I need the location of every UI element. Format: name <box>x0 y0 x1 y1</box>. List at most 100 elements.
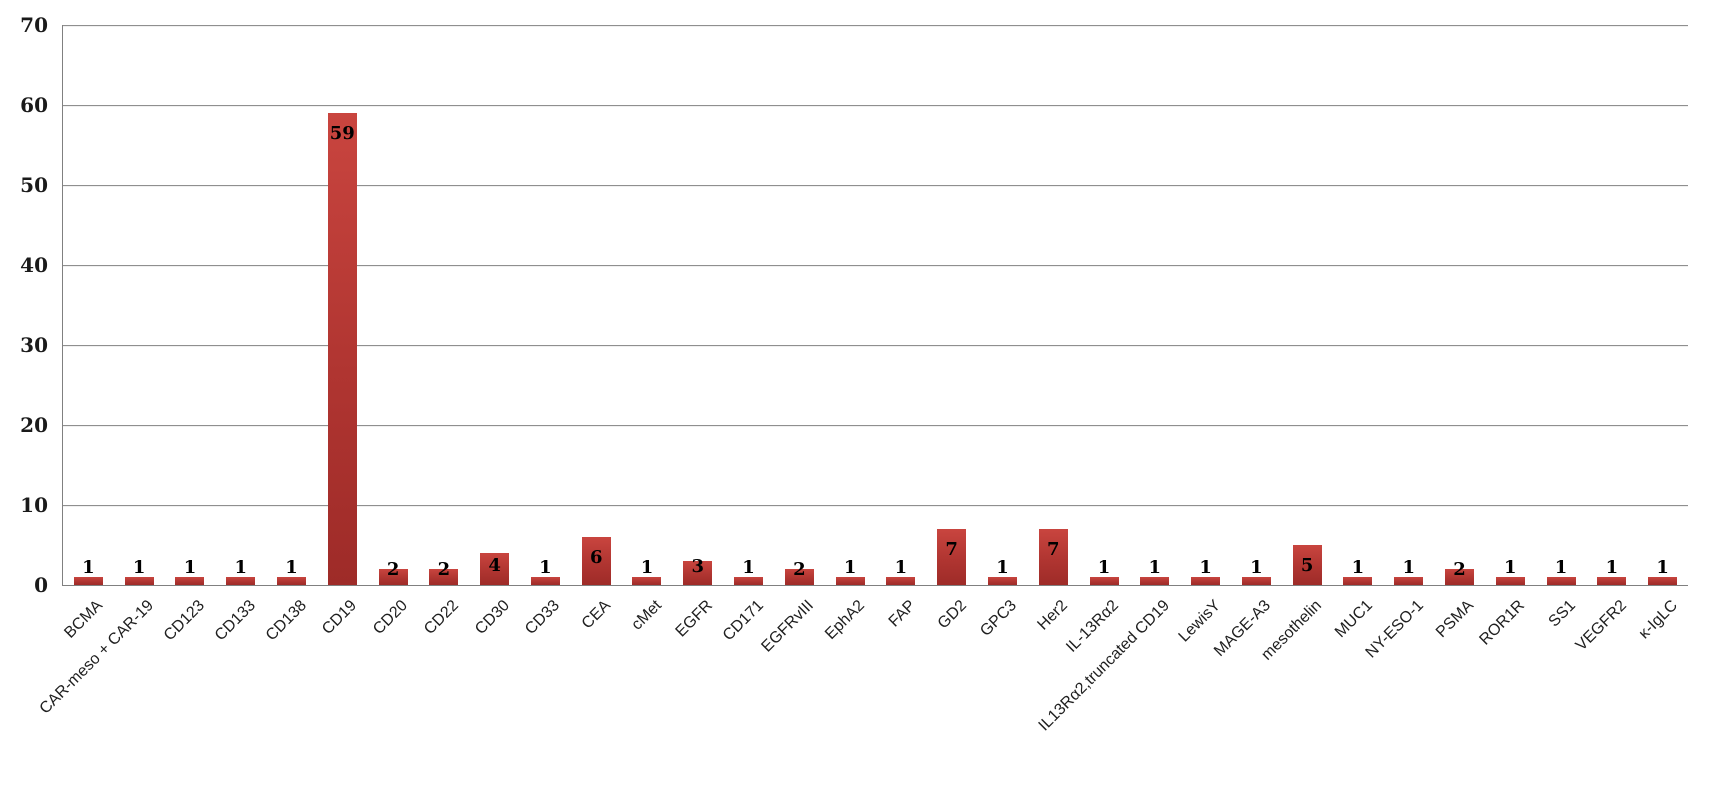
x-tick-label: CD133 <box>211 597 259 645</box>
x-tick-label: EGFRvIII <box>758 597 818 656</box>
data-label: 5 <box>1300 555 1314 576</box>
bar-ROR1R <box>1495 577 1525 585</box>
data-label: 1 <box>1148 557 1162 578</box>
data-label: 1 <box>1351 557 1365 578</box>
data-label: 1 <box>742 557 755 578</box>
data-label: 1 <box>1504 557 1517 578</box>
bar-CD22 <box>429 569 459 585</box>
data-label: 1 <box>82 557 95 578</box>
data-label: 1 <box>1097 557 1111 578</box>
x-tick-label: CD22 <box>420 597 462 638</box>
data-label: 1 <box>1402 557 1415 578</box>
data-label: 1 <box>996 557 1009 578</box>
bar-CD123 <box>175 577 205 585</box>
bar-VEGFR2 <box>1597 577 1627 585</box>
data-label: 1 <box>539 557 552 578</box>
bar-CEA <box>581 537 611 585</box>
y-tick-label: 0 <box>34 573 48 597</box>
x-tick-label: GD2 <box>934 597 970 633</box>
bar-CD30 <box>480 553 510 585</box>
bar-mesothelin <box>1292 545 1322 585</box>
x-tick-label: cMet <box>628 597 666 634</box>
data-label: 4 <box>488 555 501 576</box>
y-axis-line <box>62 25 63 586</box>
gridline <box>63 345 1688 346</box>
x-tick-label: CD123 <box>160 597 208 645</box>
data-label: 1 <box>1656 557 1669 578</box>
data-label: 1 <box>285 557 298 578</box>
x-tick-label: MUC1 <box>1331 597 1376 642</box>
data-label: 1 <box>132 557 146 578</box>
data-label: 1 <box>183 557 197 578</box>
y-axis: 0 10 20 30 40 50 60 70 <box>0 14 48 596</box>
gridline <box>63 505 1688 506</box>
x-tick-label: κ-IgLC <box>1635 597 1681 643</box>
bar-IL-13Rα2 <box>1089 577 1119 585</box>
data-label: 2 <box>793 559 806 580</box>
bar-CD171 <box>734 577 764 585</box>
bar-EGFRvIII <box>784 569 814 585</box>
bar-GD2 <box>937 529 967 585</box>
bar-SS1 <box>1546 577 1576 585</box>
data-label: 59 <box>329 123 355 144</box>
data-label: 7 <box>1046 539 1060 560</box>
data-label: 1 <box>640 557 654 578</box>
x-tick-label: Her2 <box>1034 597 1072 634</box>
y-tick-label: 50 <box>20 173 48 197</box>
data-label: 2 <box>1453 559 1466 580</box>
data-label: 6 <box>589 547 603 568</box>
data-label: 1 <box>234 557 247 578</box>
x-tick-label: CD138 <box>262 597 310 645</box>
gridline <box>63 185 1688 186</box>
x-tick-label: CD19 <box>319 597 361 638</box>
bar-GPC3 <box>987 577 1017 585</box>
x-tick-label: GPC3 <box>977 597 1021 640</box>
y-tick-label: 30 <box>20 333 48 357</box>
bar-LewisY <box>1191 577 1221 585</box>
bar-CD133 <box>226 577 256 585</box>
bar-BCMA <box>73 577 103 585</box>
x-tick-label: EGFR <box>672 597 716 641</box>
bar-CD20 <box>378 569 408 585</box>
bar-cMet <box>632 577 662 585</box>
data-label: 1 <box>1605 557 1619 578</box>
gridline <box>63 25 1688 26</box>
bar-EGFR <box>683 561 713 585</box>
x-tick-label: SS1 <box>1545 597 1580 631</box>
y-tick-label: 10 <box>20 493 48 517</box>
data-label: 1 <box>1199 557 1212 578</box>
x-tick-label: PSMA <box>1433 597 1478 642</box>
bar-PSMA <box>1444 569 1474 585</box>
x-tick-label: LewisY <box>1175 597 1224 646</box>
y-tick-label: 60 <box>20 93 48 117</box>
x-tick-label: ROR1R <box>1476 597 1529 649</box>
gridline <box>63 425 1688 426</box>
bar-IL13Rα2,truncated CD19 <box>1140 577 1170 585</box>
bar-MUC1 <box>1343 577 1373 585</box>
gridline <box>63 105 1688 106</box>
y-tick-label: 40 <box>20 253 48 277</box>
x-tick-label: CD30 <box>471 597 513 638</box>
bar-CD138 <box>277 577 307 585</box>
x-tick-label: CD20 <box>370 597 412 638</box>
bar-FAP <box>886 577 916 585</box>
x-tick-label: CD33 <box>522 597 564 638</box>
bar-NY-ESO-1 <box>1394 577 1424 585</box>
x-tick-label: CD171 <box>719 597 767 645</box>
x-tick-label: FAP <box>885 597 919 631</box>
data-label: 7 <box>945 539 958 560</box>
bar-Her2 <box>1038 529 1068 585</box>
bar-EphA2 <box>835 577 865 585</box>
y-tick-label: 70 <box>20 13 48 37</box>
data-label: 1 <box>1250 557 1263 578</box>
data-label: 2 <box>437 559 451 580</box>
x-axis: BCMA CAR-meso + CAR-19 CD123 CD133 CD138 CD19… <box>37 597 1688 795</box>
data-label: 1 <box>894 557 908 578</box>
data-label: 1 <box>1554 557 1568 578</box>
gridline <box>63 265 1688 266</box>
x-tick-label: EphA2 <box>822 597 869 643</box>
bar-MAGE-A3 <box>1241 577 1271 585</box>
bar-CD19 <box>327 113 357 585</box>
bar-κ-IgLC <box>1648 577 1678 585</box>
